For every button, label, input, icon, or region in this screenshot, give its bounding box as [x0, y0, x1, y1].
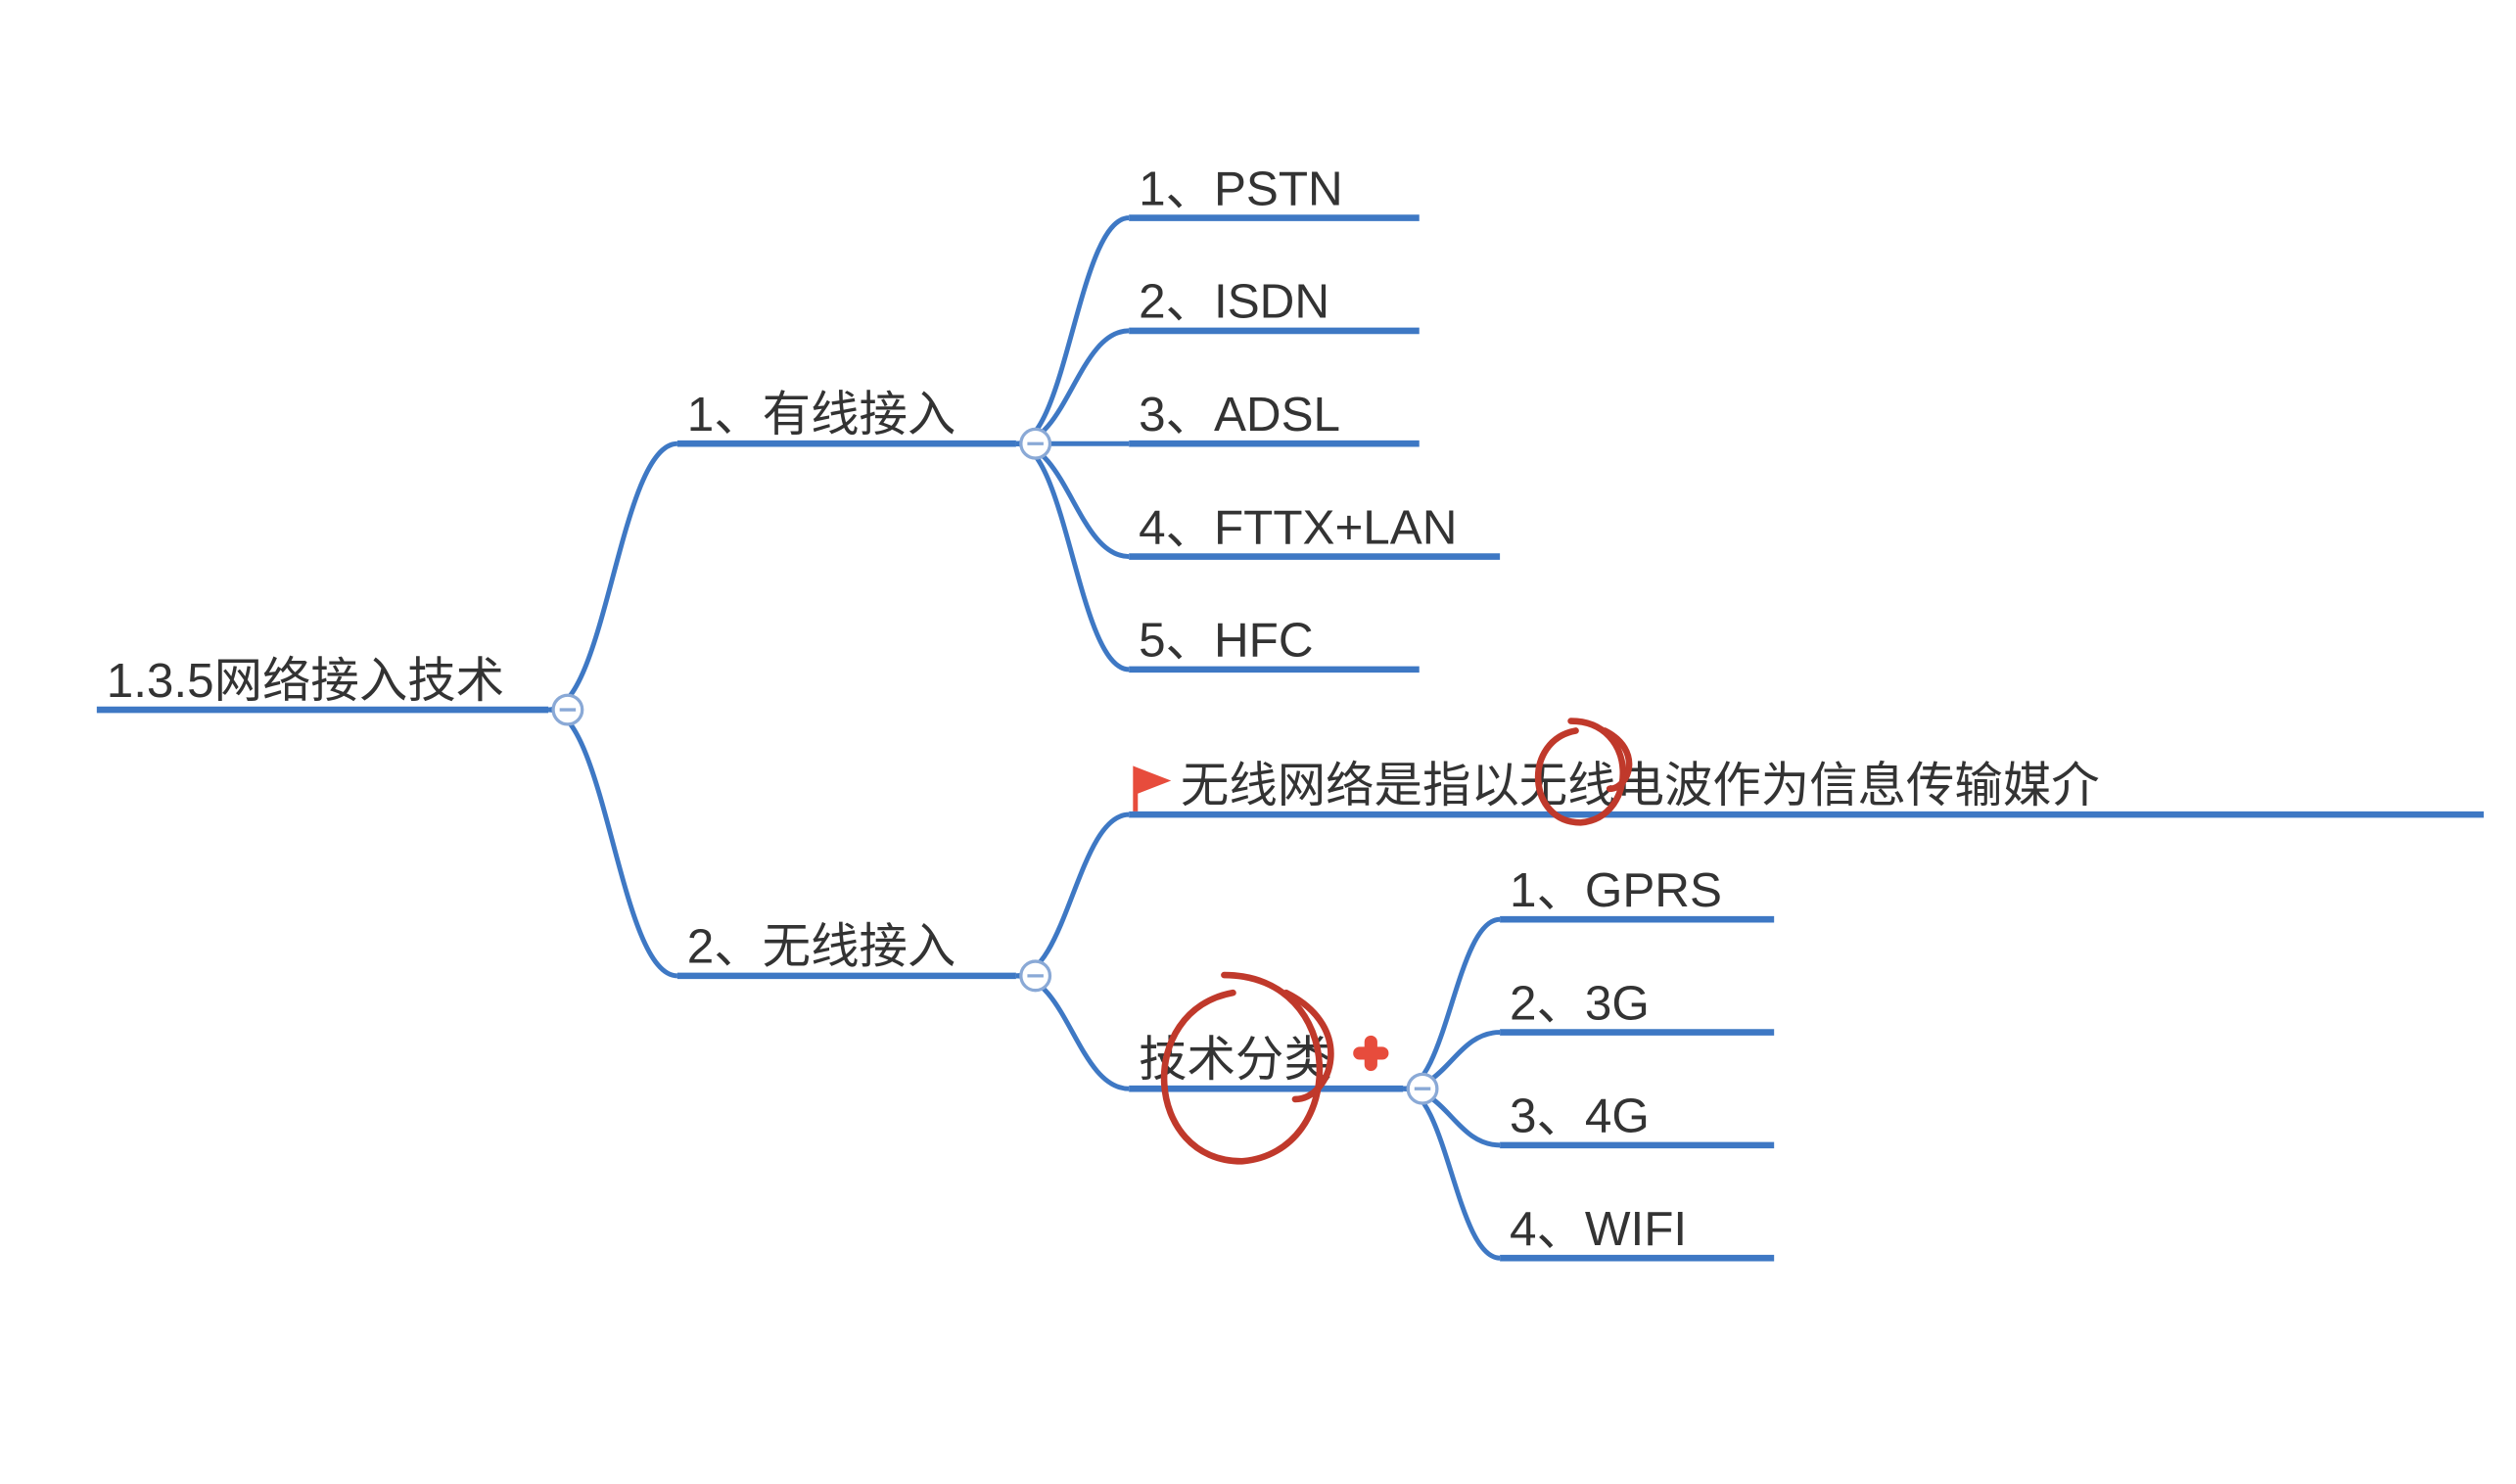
node-label: 1、PSTN: [1139, 162, 1343, 215]
node-root[interactable]: 1.3.5网络接入技术: [97, 654, 582, 724]
mindmap-canvas: 1.3.5网络接入技术 1、有线接入 1、PSTN 2、ISDN 3、ADSL 4、FTT…: [0, 0, 2516, 1484]
collapse-button[interactable]: [1408, 1074, 1437, 1103]
node-w2[interactable]: 2、ISDN: [1129, 275, 1420, 331]
node-label: 2、3G: [1510, 976, 1650, 1030]
marker-icon: [1360, 1042, 1382, 1064]
connector: [1016, 443, 1129, 556]
node-label: 3、ADSL: [1139, 388, 1340, 441]
node-desc[interactable]: 无线网络是指以无线电波作为信息传输媒介: [1129, 759, 2484, 814]
connector: [1016, 976, 1129, 1089]
node-w1[interactable]: 1、PSTN: [1129, 162, 1420, 217]
node-label: 1、有线接入: [687, 388, 956, 441]
node-label: 5、HFC: [1139, 614, 1313, 668]
collapse-button[interactable]: [1021, 429, 1050, 458]
node-t2[interactable]: 2、3G: [1500, 976, 1774, 1032]
collapse-button[interactable]: [553, 695, 582, 724]
node-label: 2、无线接入: [687, 920, 956, 974]
node-label: 4、WIFI: [1510, 1202, 1687, 1256]
node-label: 1、GPRS: [1510, 863, 1722, 917]
node-label: 4、FTTX+LAN: [1139, 500, 1457, 554]
connector: [1016, 331, 1129, 443]
node-t1[interactable]: 1、GPRS: [1500, 863, 1774, 919]
node-label: 1.3.5网络接入技术: [107, 654, 504, 708]
node-w4[interactable]: 4、FTTX+LAN: [1129, 500, 1500, 556]
node-label: 无线网络是指以无线电波作为信息传输媒介: [1181, 759, 2100, 812]
node-label: 3、4G: [1510, 1090, 1650, 1143]
connector: [1016, 814, 1129, 976]
connector: [548, 710, 677, 976]
connector: [1016, 443, 1129, 670]
node-label: 2、ISDN: [1139, 275, 1329, 329]
collapse-button[interactable]: [1021, 961, 1050, 991]
node-wired[interactable]: 1、有线接入: [677, 388, 1050, 458]
node-w3[interactable]: 3、ADSL: [1129, 388, 1420, 443]
node-w5[interactable]: 5、HFC: [1129, 614, 1420, 670]
node-t3[interactable]: 3、4G: [1500, 1090, 1774, 1145]
connector: [548, 443, 677, 710]
flag-icon: [1136, 769, 1165, 812]
connector: [1016, 218, 1129, 444]
node-tcat[interactable]: 技术分类: [1129, 1033, 1437, 1103]
node-t4[interactable]: 4、WIFI: [1500, 1202, 1774, 1258]
node-wireless[interactable]: 2、无线接入: [677, 920, 1050, 991]
